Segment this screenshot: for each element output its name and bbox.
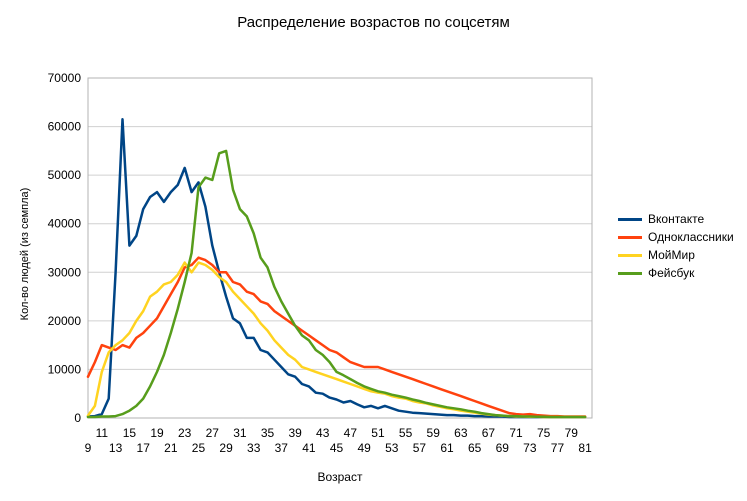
x-tick-label: 29 (219, 441, 233, 455)
legend-item-0: Вконтакте (618, 212, 734, 227)
x-tick-label: 45 (330, 441, 344, 455)
legend-line-swatch (618, 272, 642, 275)
x-tick-label: 21 (164, 441, 178, 455)
x-tick-label: 51 (371, 426, 385, 440)
x-tick-label: 67 (482, 426, 496, 440)
x-tick-label: 37 (275, 441, 289, 455)
x-tick-label: 65 (468, 441, 482, 455)
x-tick-label: 35 (261, 426, 275, 440)
x-tick-label: 59 (427, 426, 441, 440)
x-tick-label: 53 (385, 441, 399, 455)
y-tick-label: 30000 (48, 265, 82, 279)
x-tick-label: 79 (565, 426, 579, 440)
legend-label: Фейсбук (648, 266, 695, 280)
x-tick-label: 73 (523, 441, 537, 455)
legend-label: МойМир (648, 248, 695, 262)
x-tick-label: 43 (316, 426, 330, 440)
x-tick-label: 49 (357, 441, 371, 455)
x-tick-label: 23 (178, 426, 192, 440)
y-tick-label: 50000 (48, 168, 82, 182)
x-tick-label: 39 (288, 426, 302, 440)
legend-label: Одноклассники (648, 230, 734, 244)
x-tick-label: 15 (123, 426, 137, 440)
x-tick-label: 17 (137, 441, 151, 455)
y-tick-label: 10000 (48, 362, 82, 376)
x-tick-label: 71 (509, 426, 523, 440)
x-tick-label: 13 (109, 441, 123, 455)
legend-item-2: МойМир (618, 248, 734, 263)
legend-item-1: Одноклассники (618, 230, 734, 245)
legend-label: Вконтакте (648, 212, 705, 226)
legend-item-3: Фейсбук (618, 266, 734, 281)
x-tick-label: 63 (454, 426, 468, 440)
series-line-2 (86, 261, 587, 419)
x-tick-label: 75 (537, 426, 551, 440)
x-tick-label: 47 (344, 426, 358, 440)
series-line-3 (86, 149, 587, 419)
legend-line-swatch (618, 254, 642, 257)
x-tick-label: 9 (85, 441, 92, 455)
x-tick-label: 25 (192, 441, 206, 455)
chart-title: Распределение возрастов по соцсетям (237, 14, 510, 31)
y-tick-label: 0 (74, 411, 81, 425)
x-tick-label: 41 (302, 441, 316, 455)
x-tick-label: 27 (206, 426, 220, 440)
x-tick-label: 57 (413, 441, 427, 455)
chart-legend: Вконтакте Одноклассники МойМир Фейсбук (618, 212, 734, 281)
y-tick-label: 70000 (48, 71, 82, 85)
legend-line-swatch (618, 236, 642, 239)
x-tick-label: 31 (233, 426, 247, 440)
y-tick-label: 20000 (48, 314, 82, 328)
x-tick-label: 77 (551, 441, 565, 455)
x-axis-title: Возраст (317, 470, 363, 484)
x-tick-label: 11 (96, 426, 109, 440)
x-tick-label: 81 (578, 441, 592, 455)
series-line-1 (86, 256, 587, 418)
x-tick-label: 69 (496, 441, 510, 455)
plot-border (87, 77, 593, 419)
x-tick-label: 55 (399, 426, 413, 440)
x-tick-label: 19 (150, 426, 164, 440)
x-tick-label: 61 (440, 441, 454, 455)
legend-line-swatch (618, 218, 642, 221)
y-tick-label: 60000 (48, 120, 82, 134)
x-tick-label: 33 (247, 441, 261, 455)
y-tick-label: 40000 (48, 217, 82, 231)
